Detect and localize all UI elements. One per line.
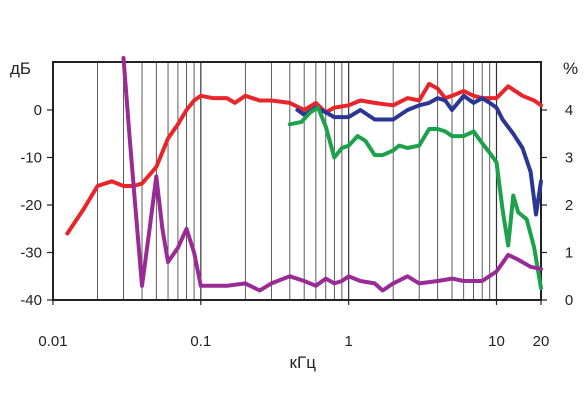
x-axis-label: кГц (290, 353, 317, 372)
y-right-tick-label: 2 (565, 197, 573, 214)
series-line-3 (287, 105, 543, 291)
y-right-tick-label: 1 (565, 245, 573, 262)
y-right-tick-label: 0 (565, 292, 573, 309)
series-lines (65, 56, 543, 293)
y-left-tick-label: 0 (34, 102, 42, 119)
x-tick-label: 1 (344, 333, 352, 350)
x-tick-label: 0.1 (190, 333, 211, 350)
x-tick-label: 0.01 (38, 333, 67, 350)
y-axis-right-label: % (563, 59, 578, 78)
x-tick-label: 20 (533, 333, 550, 350)
y-left-tick-label: -20 (20, 197, 42, 214)
series-line-2 (295, 93, 543, 217)
x-tick-label: 10 (488, 333, 505, 350)
y-axis-left-label: дБ (10, 59, 31, 78)
series-line-1 (65, 81, 543, 236)
y-left-tick-label: -40 (20, 292, 42, 309)
series-line-4 (121, 56, 543, 293)
y-left-tick-label: -10 (20, 150, 42, 167)
y-left-tick-label: -30 (20, 245, 42, 262)
y-right-tick-label: 4 (565, 102, 573, 119)
y-right-tick-label: 3 (565, 150, 573, 167)
